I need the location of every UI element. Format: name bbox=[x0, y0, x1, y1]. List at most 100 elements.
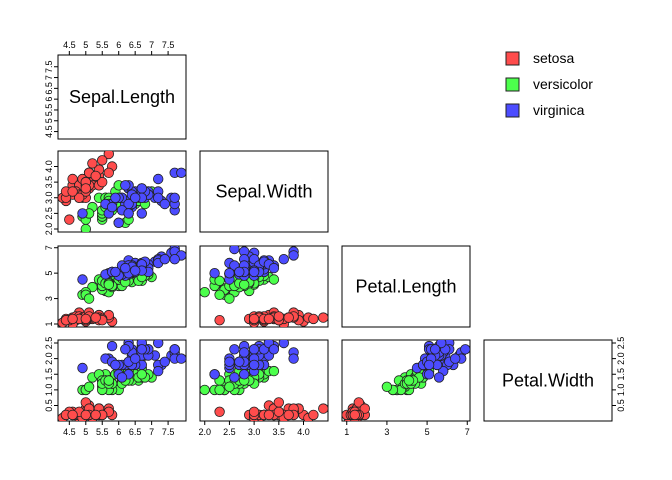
data-point-virginica bbox=[110, 266, 121, 278]
data-point-setosa bbox=[80, 183, 92, 194]
tick-label: 1.5 bbox=[44, 368, 54, 381]
data-point-virginica bbox=[169, 192, 180, 204]
data-point-virginica bbox=[248, 266, 260, 278]
panel-petal-width-vs-sepal-width bbox=[199, 339, 329, 422]
data-point-virginica bbox=[238, 369, 250, 380]
data-point-setosa bbox=[283, 312, 294, 323]
data-point-setosa bbox=[214, 406, 225, 418]
variable-label: Sepal.Width bbox=[215, 182, 312, 202]
data-point-virginica bbox=[234, 356, 245, 368]
data-point-virginica bbox=[136, 344, 148, 355]
tick-label: 5 bbox=[83, 40, 88, 50]
tick-label: 7 bbox=[44, 75, 54, 80]
data-point-setosa bbox=[273, 406, 285, 418]
data-point-virginica bbox=[159, 254, 171, 265]
data-point-setosa bbox=[103, 151, 114, 160]
data-point-virginica bbox=[268, 344, 280, 355]
data-point-virginica bbox=[176, 353, 186, 364]
panel-petal-width-vs-petal-length bbox=[341, 339, 471, 422]
tick-label: 6.5 bbox=[129, 40, 142, 50]
data-point-setosa bbox=[67, 186, 78, 197]
data-point-setosa bbox=[67, 313, 78, 325]
data-point-virginica bbox=[106, 340, 118, 352]
tick-label: 2.0 bbox=[616, 352, 626, 365]
data-point-versicolor bbox=[224, 381, 235, 393]
tick-label: 5.5 bbox=[44, 104, 54, 117]
tick-label: 0.5 bbox=[44, 399, 54, 412]
tick-label: 1 bbox=[44, 321, 54, 326]
data-point-setosa bbox=[349, 409, 361, 421]
data-point-setosa bbox=[263, 409, 275, 421]
tick-label: 3.0 bbox=[44, 191, 54, 204]
data-point-virginica bbox=[120, 180, 131, 191]
data-point-virginica bbox=[234, 266, 245, 278]
panel-sepal-width-vs-sepal-width: Sepal.Width bbox=[199, 150, 329, 233]
data-point-setosa bbox=[80, 313, 92, 325]
tick-label: 7.5 bbox=[162, 40, 175, 50]
data-point-virginica bbox=[209, 268, 220, 279]
tick-label: 1.0 bbox=[616, 384, 626, 397]
tick-label: 2.5 bbox=[616, 337, 626, 350]
data-point-virginica bbox=[209, 369, 220, 380]
data-point-versicolor bbox=[200, 384, 210, 396]
data-point-virginica bbox=[136, 183, 148, 194]
panels-layer: Sepal.Length Sepal.Width Petal.Length Petal… bbox=[57, 54, 613, 422]
data-point-versicolor bbox=[268, 274, 280, 285]
data-point-setosa bbox=[308, 409, 319, 421]
data-point-setosa bbox=[248, 406, 260, 418]
panel-points bbox=[58, 246, 186, 327]
panel-sepal-width-vs-sepal-length bbox=[57, 150, 187, 233]
data-point-virginica bbox=[110, 359, 121, 371]
panel-points bbox=[58, 340, 186, 421]
data-point-setosa bbox=[96, 176, 108, 188]
tick-label: 4.0 bbox=[44, 160, 54, 173]
data-point-virginica bbox=[278, 340, 289, 349]
tick-label: 1 bbox=[344, 427, 349, 437]
data-point-setosa bbox=[318, 403, 328, 414]
data-point-virginica bbox=[176, 167, 186, 178]
data-point-virginica bbox=[229, 246, 240, 255]
panel-petal-length-vs-sepal-width bbox=[199, 245, 329, 328]
tick-label: 2.0 bbox=[44, 352, 54, 365]
data-point-virginica bbox=[460, 344, 470, 355]
legend-item-versicolor: versicolor bbox=[505, 76, 593, 92]
tick-label: 2.0 bbox=[44, 223, 54, 236]
panel-points bbox=[200, 340, 328, 421]
data-point-versicolor bbox=[268, 365, 280, 377]
data-point-virginica bbox=[152, 173, 164, 185]
data-point-setosa bbox=[90, 170, 101, 182]
variable-label: Petal.Width bbox=[502, 371, 594, 391]
data-point-virginica bbox=[433, 372, 445, 383]
tick-label: 5 bbox=[425, 427, 430, 437]
legend: setosa versicolor virginica bbox=[505, 50, 593, 118]
tick-label: 7.5 bbox=[162, 427, 175, 437]
tick-label: 7 bbox=[149, 40, 154, 50]
tick-label: 6 bbox=[116, 40, 121, 50]
data-point-virginica bbox=[288, 250, 299, 261]
data-point-versicolor bbox=[214, 384, 225, 396]
data-point-virginica bbox=[248, 359, 260, 371]
data-point-versicolor bbox=[238, 279, 250, 290]
data-point-versicolor bbox=[83, 381, 95, 393]
legend-swatch-versicolor bbox=[505, 77, 520, 92]
tick-label: 5.5 bbox=[96, 40, 109, 50]
panel-box bbox=[483, 339, 613, 422]
data-point-virginica bbox=[229, 344, 240, 355]
data-point-virginica bbox=[288, 353, 299, 364]
data-point-virginica bbox=[77, 208, 88, 219]
data-point-virginica bbox=[169, 254, 180, 265]
data-point-versicolor bbox=[103, 279, 115, 290]
data-point-virginica bbox=[169, 344, 180, 355]
data-point-setosa bbox=[248, 313, 260, 325]
panel-box bbox=[199, 150, 329, 233]
tick-label: 4.5 bbox=[63, 427, 76, 437]
data-point-virginica bbox=[129, 265, 141, 276]
data-point-versicolor bbox=[136, 369, 148, 380]
tick-label: 3 bbox=[44, 296, 54, 301]
tick-label: 5.5 bbox=[96, 427, 109, 437]
data-point-virginica bbox=[423, 359, 435, 371]
panel-sepal-length-vs-sepal-length: Sepal.Length bbox=[57, 54, 187, 140]
data-point-setosa bbox=[103, 167, 115, 179]
data-point-versicolor bbox=[83, 293, 95, 304]
